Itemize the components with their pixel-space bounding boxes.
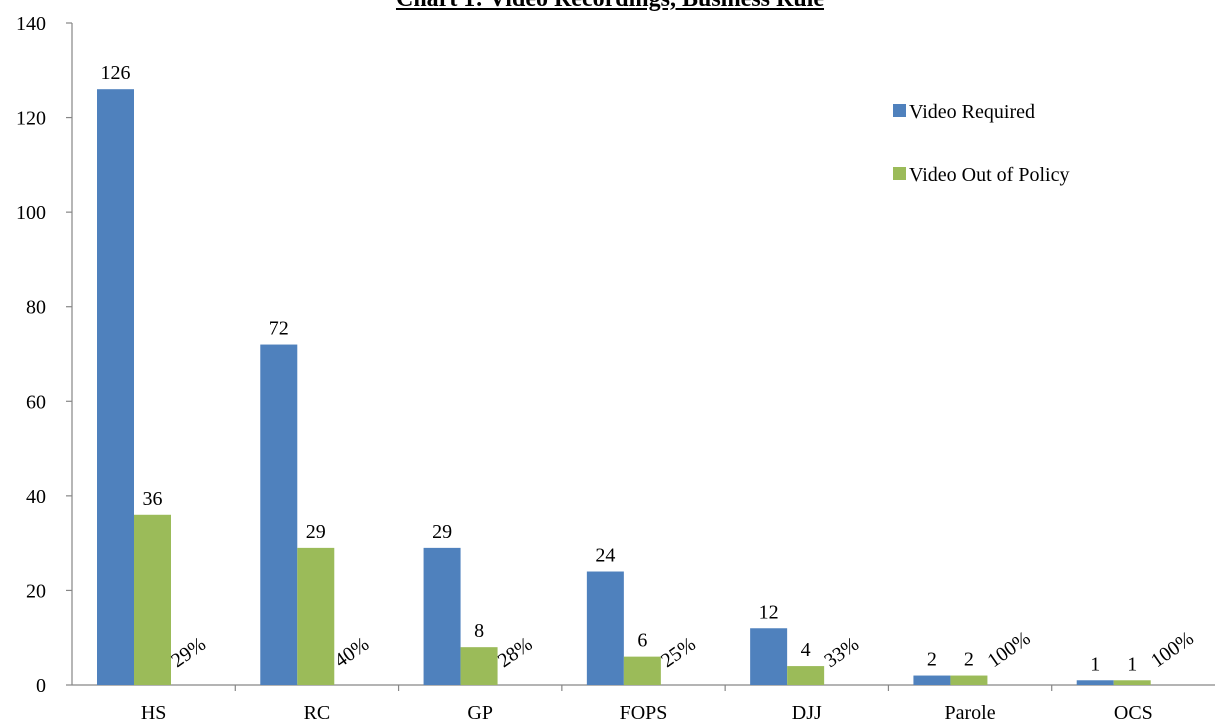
percent-label: 40% xyxy=(331,633,374,672)
percent-label: 100% xyxy=(1147,627,1198,672)
bar-video-out-of-policy xyxy=(1113,680,1151,685)
data-label: 126 xyxy=(101,62,131,84)
percent-label: 28% xyxy=(494,633,537,672)
chart-title: Chart 1: Video Recordings, Business Rule xyxy=(396,0,824,12)
data-label: 29 xyxy=(306,521,326,543)
data-label: 24 xyxy=(595,545,615,567)
bar-video-out-of-policy xyxy=(950,675,988,685)
bar-video-out-of-policy xyxy=(460,647,498,685)
data-label: 36 xyxy=(143,488,163,510)
percent-label: 100% xyxy=(984,627,1035,672)
bar-video-required xyxy=(260,344,298,685)
bar-video-out-of-policy xyxy=(297,547,335,685)
data-label: 6 xyxy=(637,630,647,652)
x-tick-label: RC xyxy=(304,702,331,724)
y-tick-label: 60 xyxy=(26,391,46,413)
legend-label: Video Required xyxy=(909,101,1035,123)
bar-video-required xyxy=(913,675,951,685)
data-label: 2 xyxy=(927,649,937,671)
x-tick-label: DJJ xyxy=(792,702,822,724)
x-tick-label: OCS xyxy=(1114,702,1153,724)
legend-swatch xyxy=(893,167,906,180)
y-tick-label: 80 xyxy=(26,297,46,319)
bar-video-required xyxy=(97,89,134,685)
legend-label: Video Out of Policy xyxy=(909,164,1069,186)
percent-label: 33% xyxy=(820,633,863,672)
data-label: 72 xyxy=(269,318,289,340)
data-label: 1 xyxy=(1127,653,1137,675)
data-label: 1 xyxy=(1090,653,1100,675)
bar-video-out-of-policy xyxy=(134,514,171,685)
data-label: 2 xyxy=(964,649,974,671)
x-tick-label: HS xyxy=(141,702,167,724)
bar-video-required xyxy=(586,571,624,685)
y-tick-label: 0 xyxy=(36,675,46,697)
x-tick-label: GP xyxy=(467,702,493,724)
x-tick-label: Parole xyxy=(945,702,996,724)
data-label: 8 xyxy=(474,620,484,642)
data-label: 12 xyxy=(759,601,779,623)
legend-swatch xyxy=(893,104,906,117)
y-tick-label: 100 xyxy=(16,202,46,224)
data-label: 4 xyxy=(801,639,811,661)
bar-video-required xyxy=(1076,680,1114,685)
bar-video-out-of-policy xyxy=(787,666,825,685)
percent-label: 29% xyxy=(167,633,210,672)
percent-label: 25% xyxy=(657,633,700,672)
y-tick-label: 140 xyxy=(16,13,46,35)
y-tick-label: 120 xyxy=(16,108,46,130)
x-tick-label: FOPS xyxy=(620,702,668,724)
data-label: 29 xyxy=(432,521,452,543)
bar-video-out-of-policy xyxy=(623,656,661,685)
bar-video-required xyxy=(750,628,788,685)
chart-title-wrap: Chart 1: Video Recordings, Business Rule xyxy=(0,0,1220,13)
bar-video-required xyxy=(423,547,461,685)
y-tick-label: 40 xyxy=(26,486,46,508)
y-tick-label: 20 xyxy=(26,580,46,602)
